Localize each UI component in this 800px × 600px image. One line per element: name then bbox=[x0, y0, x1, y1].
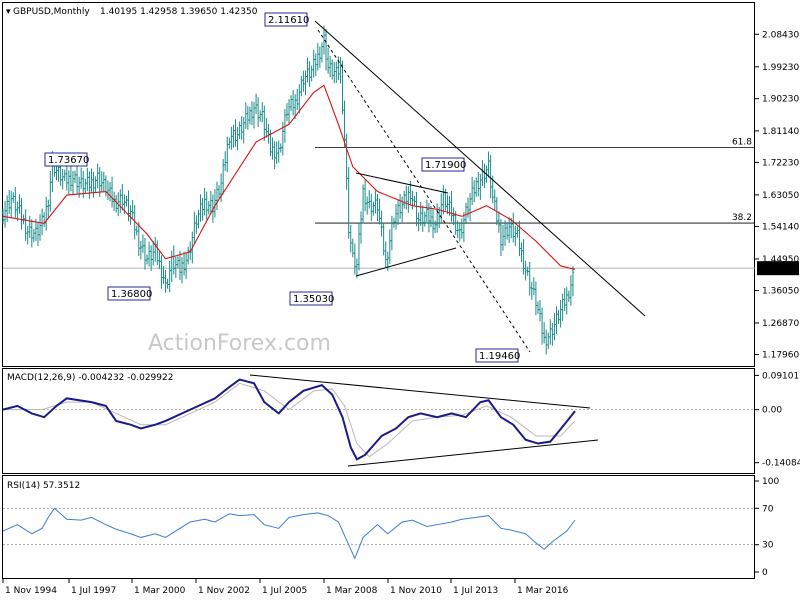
time-tick-label: 1 Nov 2010 bbox=[390, 586, 442, 596]
rsi-lines bbox=[2, 507, 755, 560]
price-tick-label: 1.99230 bbox=[762, 63, 799, 73]
macd-signal-line bbox=[3, 382, 576, 458]
annotation-label: 2.11610 bbox=[268, 15, 309, 26]
annotation-box bbox=[107, 286, 151, 301]
price-bars bbox=[1, 25, 575, 355]
price-tick-label: 1.81140 bbox=[762, 127, 799, 137]
triangle-upper bbox=[355, 172, 449, 194]
annotation-box bbox=[421, 157, 465, 172]
time-tick-label: 1 Jul 2013 bbox=[453, 586, 498, 596]
trendline-channel bbox=[317, 29, 531, 353]
price-tick-label: 2.08430 bbox=[762, 30, 799, 40]
watermark: ActionForex.com bbox=[148, 331, 331, 356]
time-tick-label: 1 Jul 2005 bbox=[262, 586, 307, 596]
macd-tick-label: 0.091015 bbox=[762, 371, 800, 381]
fib-levels: 61.8 38.2 bbox=[3, 138, 755, 269]
price-tick-label: 1.90230 bbox=[762, 95, 799, 105]
time-tick-label: 1 Mar 2016 bbox=[517, 586, 569, 596]
time-tick-label: 1 Jul 1997 bbox=[71, 586, 116, 596]
annotation-label: 1.36800 bbox=[111, 289, 152, 300]
macd-y-axis: 0.091015 0.00 -0.140843 bbox=[755, 371, 800, 469]
rsi-tick-label: 30 bbox=[762, 541, 774, 551]
macd-trend-lower bbox=[347, 439, 599, 467]
time-tick-label: 1 Mar 2008 bbox=[326, 586, 378, 596]
price-panel bbox=[2, 2, 755, 367]
fib-label: 61.8 bbox=[732, 138, 752, 148]
macd-lines bbox=[2, 374, 755, 467]
annotation-label: 1.73670 bbox=[48, 155, 89, 166]
header-arrow-icon: ▾ bbox=[6, 7, 11, 17]
rsi-y-axis: 100 70 30 0 bbox=[755, 477, 779, 578]
price-tick-label: 1.44950 bbox=[762, 255, 799, 265]
rsi-line bbox=[2, 507, 576, 560]
ohlc-readout: 1.40195 1.42958 1.39650 1.42350 bbox=[100, 7, 258, 17]
time-tick-label: 1 Nov 2002 bbox=[198, 586, 250, 596]
time-tick-label: 1 Mar 2000 bbox=[134, 586, 186, 596]
macd-tick-label: -0.140843 bbox=[762, 459, 800, 469]
symbol-label: GBPUSD,Monthly bbox=[13, 7, 90, 17]
rsi-title: RSI(14) 57.3512 bbox=[7, 481, 80, 491]
fib-label: 38.2 bbox=[732, 213, 752, 223]
price-tick-label: 1.36050 bbox=[762, 286, 799, 296]
annotation-box bbox=[475, 348, 519, 363]
moving-average-line bbox=[2, 84, 576, 270]
price-y-axis: 2.08430 1.99230 1.90230 1.81140 1.72230 1.630… bbox=[755, 30, 799, 361]
trendline-major bbox=[314, 20, 646, 317]
moving-average bbox=[2, 84, 576, 270]
price-tick-label: 1.72230 bbox=[762, 158, 799, 168]
macd-line bbox=[2, 378, 576, 461]
time-tick-label: 1 Nov 1994 bbox=[5, 586, 57, 596]
rsi-panel bbox=[2, 475, 755, 579]
rsi-tick-label: 100 bbox=[762, 477, 779, 487]
triangle-lower bbox=[355, 247, 457, 277]
annotation-label: 1.35030 bbox=[293, 294, 334, 305]
price-annotations: 2.11610 1.73670 1.36800 1.35030 1.71900 1.194… bbox=[44, 12, 799, 363]
current-price-label: 1.42350 bbox=[760, 265, 797, 275]
rsi-tick-label: 0 bbox=[762, 568, 768, 578]
macd-title: MACD(12,26,9) -0.004232 -0.029922 bbox=[7, 373, 173, 383]
price-tick-label: 1.63050 bbox=[762, 191, 799, 201]
macd-tick-label: 0.00 bbox=[762, 406, 782, 416]
trendlines bbox=[314, 20, 646, 353]
annotation-box bbox=[264, 12, 308, 27]
annotation-label: 1.71900 bbox=[425, 160, 466, 171]
macd-panel bbox=[2, 368, 755, 474]
current-price-box bbox=[757, 261, 799, 276]
price-tick-label: 1.54140 bbox=[762, 222, 799, 232]
annotation-label: 1.19460 bbox=[479, 351, 520, 362]
annotation-box bbox=[289, 291, 333, 306]
annotation-box bbox=[44, 152, 88, 167]
macd-trend-upper bbox=[249, 374, 591, 409]
time-x-axis: 1 Nov 1994 1 Jul 1997 1 Mar 2000 1 Nov 2002… bbox=[2, 579, 569, 596]
rsi-tick-label: 70 bbox=[762, 504, 774, 514]
price-tick-label: 1.26870 bbox=[762, 319, 799, 329]
price-tick-label: 1.17960 bbox=[762, 351, 799, 361]
